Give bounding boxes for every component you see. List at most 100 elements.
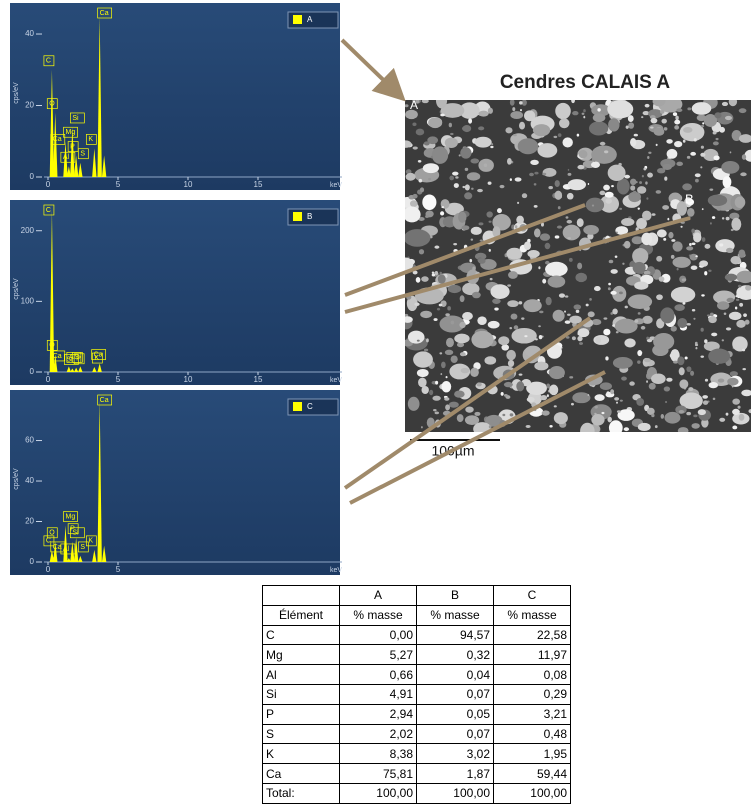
particle — [534, 171, 539, 175]
particle — [688, 387, 694, 392]
particle — [604, 150, 609, 154]
particle — [564, 295, 569, 298]
particle — [422, 194, 437, 211]
particle — [416, 368, 429, 378]
particle — [542, 278, 547, 284]
particle — [712, 397, 716, 401]
particle — [663, 237, 667, 241]
particle — [687, 207, 695, 217]
particle — [693, 414, 698, 418]
table-cell: Al — [262, 664, 340, 685]
particle — [508, 271, 518, 279]
particle — [711, 216, 716, 219]
particle — [676, 108, 683, 112]
particle — [660, 307, 675, 324]
peak-label-box — [91, 349, 107, 360]
peak — [73, 537, 79, 562]
table-cell: % masse — [416, 604, 494, 626]
particle — [622, 262, 625, 265]
peak-label-box — [77, 148, 89, 160]
particle — [520, 108, 522, 112]
particle — [605, 356, 609, 361]
peak-label: S — [74, 354, 79, 361]
particle — [691, 308, 696, 312]
particle — [478, 110, 489, 117]
peak-label-box — [64, 354, 79, 365]
particle — [690, 265, 698, 270]
particle — [691, 102, 712, 115]
peak — [73, 367, 79, 372]
particle — [569, 315, 582, 324]
particle — [713, 155, 720, 161]
table-cell: 0,00 — [339, 624, 417, 646]
particle — [655, 190, 662, 194]
particle — [744, 149, 751, 162]
particle — [693, 232, 702, 243]
peak-label: Mg — [66, 129, 76, 136]
particle — [454, 333, 470, 344]
particle — [716, 206, 722, 211]
peak — [70, 541, 75, 562]
particle — [506, 247, 523, 260]
particle — [706, 314, 711, 317]
particle — [466, 172, 481, 181]
particle — [554, 180, 560, 188]
particle — [666, 148, 678, 159]
particle — [535, 338, 538, 341]
particle — [689, 253, 698, 261]
peak-label-box — [70, 112, 85, 124]
table-cell: 0,08 — [493, 664, 571, 685]
particle — [731, 385, 734, 388]
y-tick-label: 0 — [30, 557, 35, 566]
particle — [664, 176, 668, 181]
table-cell: 94,57 — [416, 624, 494, 646]
peak — [66, 557, 72, 562]
table-cell: 3,21 — [493, 703, 571, 725]
y-axis-label: cps/eV — [13, 468, 20, 490]
particle — [553, 135, 558, 139]
particle — [567, 237, 571, 240]
particle — [562, 224, 581, 241]
particle — [431, 271, 435, 274]
particle — [577, 262, 583, 270]
particle — [740, 172, 747, 177]
particle — [637, 360, 641, 364]
particle — [418, 216, 425, 221]
legend-swatch — [293, 212, 302, 221]
particle — [441, 206, 445, 209]
peak-label: Al — [63, 546, 70, 553]
particle — [449, 175, 455, 181]
peak — [97, 400, 102, 562]
table-row: Si 4,91 0,07 0,29 — [262, 683, 571, 705]
particle — [412, 193, 418, 199]
particle — [642, 111, 650, 116]
particle — [546, 383, 551, 389]
particle — [652, 100, 666, 107]
particle — [575, 272, 587, 283]
table-cell: 0,04 — [416, 664, 494, 685]
peak-label: K — [88, 136, 93, 143]
particle — [491, 143, 494, 146]
particle — [722, 176, 732, 188]
particle — [418, 377, 427, 388]
particle — [465, 406, 474, 413]
particle — [674, 304, 685, 311]
particle — [425, 215, 429, 218]
particle — [676, 267, 679, 271]
x-axis-label: keV — [330, 377, 342, 384]
peak — [101, 545, 107, 562]
particle — [700, 327, 704, 332]
particle — [500, 391, 504, 396]
table-cell: 11,97 — [493, 644, 571, 666]
particle — [470, 226, 482, 235]
particle — [707, 194, 728, 207]
particle — [595, 336, 601, 344]
particle — [421, 426, 423, 429]
particle — [592, 113, 606, 123]
particle — [492, 226, 501, 238]
particle — [591, 145, 617, 164]
particle — [708, 348, 731, 364]
particle — [587, 393, 590, 397]
particle — [433, 318, 438, 322]
particle — [702, 395, 709, 399]
